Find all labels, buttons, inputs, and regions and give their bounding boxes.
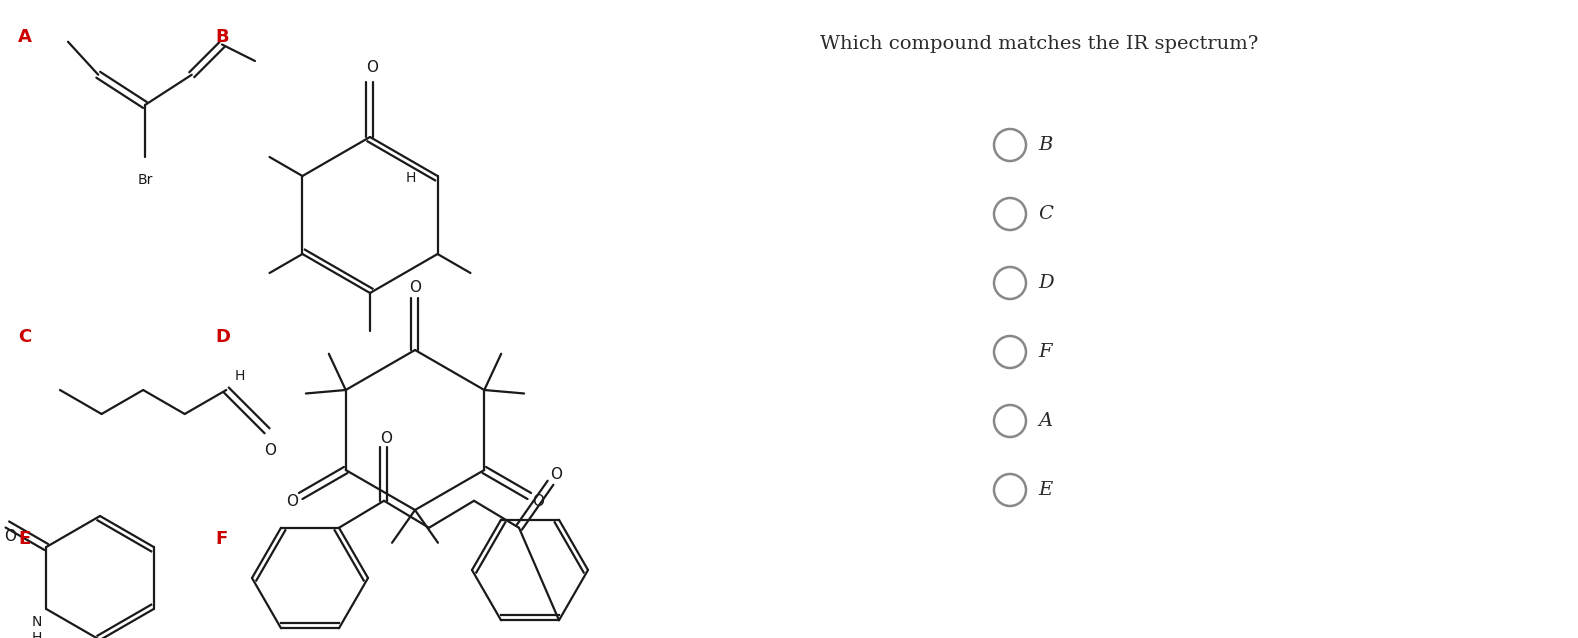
Text: Which compound matches the IR spectrum?: Which compound matches the IR spectrum? <box>821 35 1258 53</box>
Text: H: H <box>406 171 415 185</box>
Text: Br: Br <box>137 173 153 187</box>
Text: O: O <box>409 281 421 295</box>
Text: D: D <box>215 328 230 346</box>
Text: O: O <box>532 494 544 508</box>
Text: B: B <box>215 28 229 46</box>
Text: O: O <box>5 529 16 544</box>
Text: A: A <box>1038 412 1053 430</box>
Text: C: C <box>1038 205 1053 223</box>
Text: D: D <box>1038 274 1054 292</box>
Text: H: H <box>234 369 245 383</box>
Text: C: C <box>17 328 32 346</box>
Text: O: O <box>286 494 298 508</box>
Text: A: A <box>17 28 32 46</box>
Text: O: O <box>380 431 391 446</box>
Text: N: N <box>32 615 43 629</box>
Text: F: F <box>1038 343 1051 361</box>
Text: O: O <box>264 443 276 458</box>
Text: F: F <box>215 530 227 548</box>
Text: H: H <box>32 631 43 638</box>
Text: O: O <box>551 467 562 482</box>
Text: B: B <box>1038 136 1053 154</box>
Text: O: O <box>366 60 379 75</box>
Text: E: E <box>17 530 30 548</box>
Text: E: E <box>1038 481 1053 499</box>
